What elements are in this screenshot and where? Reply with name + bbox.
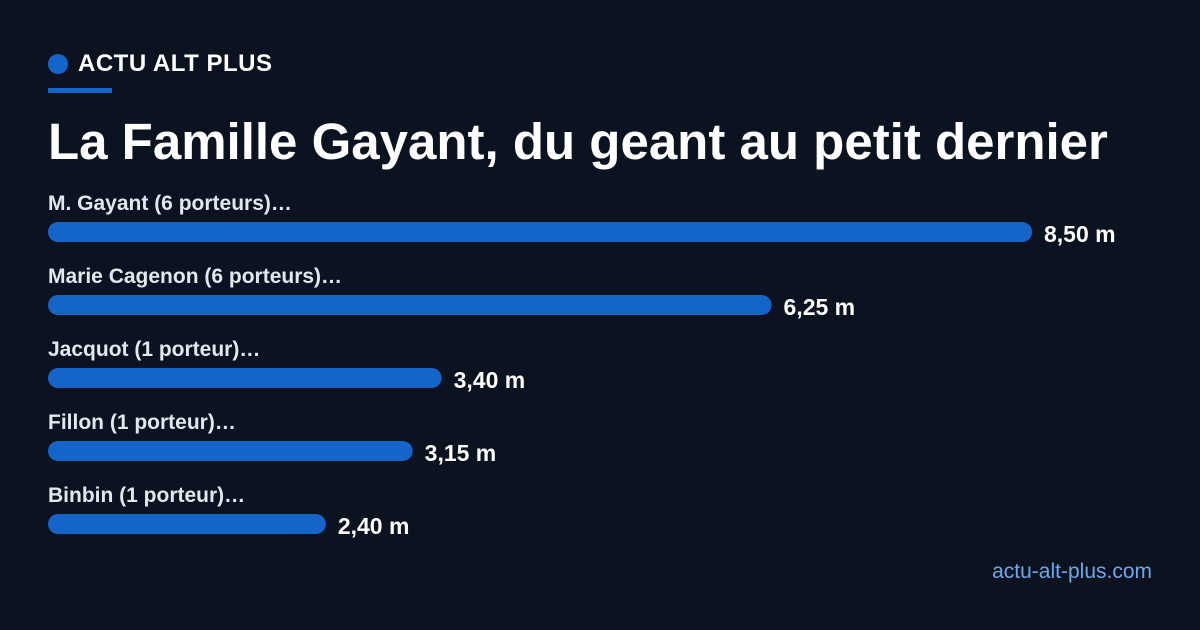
brand-dot-icon bbox=[48, 54, 68, 74]
bar-value-label: 8,50 m bbox=[1044, 221, 1116, 247]
footer-url: actu-alt-plus.com bbox=[992, 560, 1152, 583]
bar-value-label: 2,40 m bbox=[338, 513, 410, 539]
bar-label: Binbin (1 porteur)… bbox=[48, 484, 245, 507]
bar bbox=[48, 222, 1032, 242]
bar-label: Fillon (1 porteur)… bbox=[48, 411, 236, 434]
brand: ACTU ALT PLUS bbox=[48, 50, 272, 78]
brand-underline bbox=[48, 88, 112, 93]
bar bbox=[48, 368, 442, 388]
brand-name: ACTU ALT PLUS bbox=[78, 50, 273, 77]
bar bbox=[48, 295, 772, 315]
bar-value-label: 6,25 m bbox=[784, 294, 856, 320]
page-title: La Famille Gayant, du geant au petit der… bbox=[48, 113, 1108, 170]
bar-value-label: 3,40 m bbox=[454, 367, 526, 393]
bar-label: Jacquot (1 porteur)… bbox=[48, 338, 260, 361]
bar-label: Marie Cagenon (6 porteurs)… bbox=[48, 265, 342, 288]
bar-value-label: 3,15 m bbox=[425, 440, 497, 466]
bar bbox=[48, 514, 326, 534]
bar-label: M. Gayant (6 porteurs)… bbox=[48, 192, 292, 215]
bar bbox=[48, 441, 413, 461]
